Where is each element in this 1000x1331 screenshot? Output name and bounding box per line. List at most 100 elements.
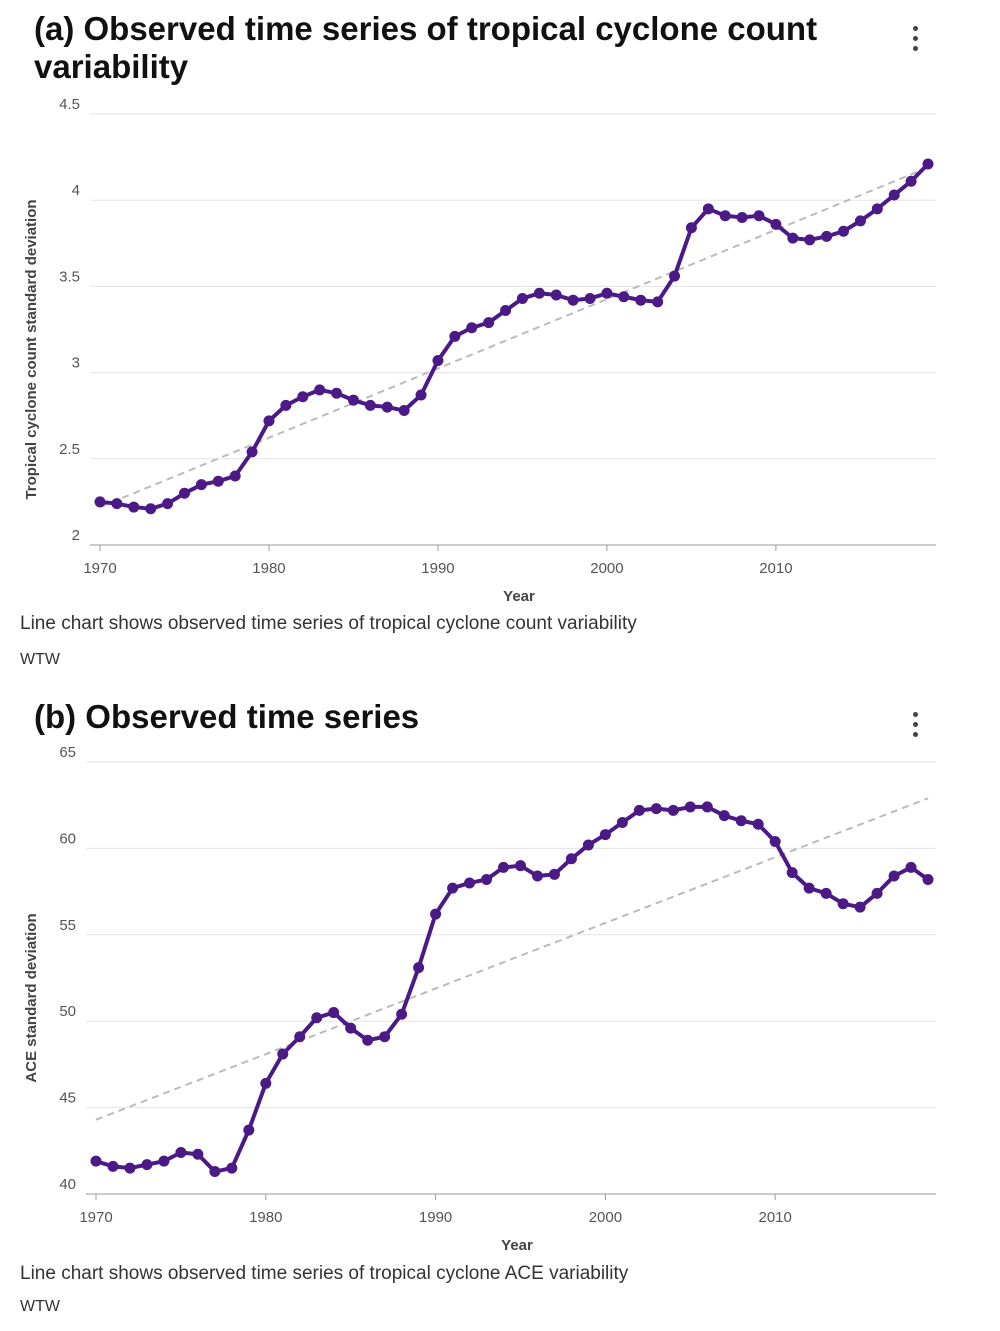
- chart-title: (b) Observed time series: [34, 698, 420, 735]
- data-point: [413, 962, 425, 974]
- data-point: [398, 405, 410, 417]
- data-point: [684, 801, 696, 813]
- chart-caption: Line chart shows observed time series of…: [20, 1263, 629, 1284]
- data-point: [260, 1077, 272, 1089]
- data-point: [652, 296, 664, 308]
- data-point: [192, 1148, 204, 1160]
- chart-panel-b: (b) Observed time series 40 45 50 55 60 65 197…: [0, 690, 1000, 1331]
- line-chart: 40 45 50 55 60 65 1970 1980 1990 2000 2010 Year ACE …: [23, 744, 936, 1254]
- chart-source: WTW: [20, 1298, 60, 1315]
- data-point: [837, 898, 849, 910]
- data-point: [297, 391, 309, 403]
- data-point: [753, 210, 765, 222]
- data-point: [500, 305, 512, 317]
- chart-title: (a) Observed time series of tropical cyc…: [34, 10, 818, 85]
- chart-panel-a: (a) Observed time series of tropical cyc…: [20, 10, 936, 668]
- data-point: [752, 818, 764, 830]
- data-point: [432, 355, 444, 367]
- data-point: [280, 399, 292, 411]
- data-point: [212, 475, 224, 487]
- data-point: [719, 210, 731, 222]
- y-tick-label: 2.5: [59, 441, 80, 458]
- data-point: [124, 1162, 136, 1174]
- x-tick-label: 1970: [83, 560, 116, 577]
- trend-line: [99, 166, 929, 508]
- data-point: [226, 1162, 238, 1174]
- x-axis-title: Year: [503, 588, 535, 605]
- data-point: [618, 291, 630, 303]
- y-tick-label: 55: [59, 917, 76, 934]
- data-point: [922, 158, 934, 170]
- data-point: [415, 389, 427, 401]
- y-tick-label: 4: [72, 182, 80, 199]
- data-point: [314, 384, 326, 396]
- data-point: [548, 868, 560, 880]
- y-tick-label: 60: [59, 830, 76, 847]
- x-tick-label: 2010: [758, 1209, 791, 1226]
- kebab-menu-icon: [912, 711, 918, 717]
- data-point: [905, 175, 917, 187]
- data-point: [567, 294, 579, 306]
- chart-source: WTW: [20, 651, 60, 668]
- data-point: [735, 815, 747, 827]
- data-point: [685, 222, 697, 234]
- x-axis-title: Year: [501, 1237, 533, 1254]
- data-point: [514, 860, 526, 872]
- data-point: [379, 1031, 391, 1043]
- data-point: [616, 816, 628, 828]
- data-point: [667, 804, 679, 816]
- data-point: [820, 887, 832, 899]
- y-tick-label: 40: [59, 1176, 76, 1193]
- data-point: [650, 803, 662, 815]
- y-axis-title: ACE standard deviation: [23, 913, 40, 1082]
- data-point: [381, 401, 393, 413]
- more-options-button[interactable]: [900, 704, 930, 744]
- data-point: [430, 908, 442, 920]
- data-point: [702, 203, 714, 215]
- more-options-button[interactable]: [900, 18, 930, 58]
- data-point: [209, 1166, 221, 1178]
- data-point: [601, 287, 613, 299]
- x-tick-label: 1980: [249, 1209, 282, 1226]
- x-tick-label: 1970: [79, 1209, 112, 1226]
- y-axis-title: Tropical cyclone count standard deviatio…: [23, 199, 40, 499]
- y-tick-label: 3.5: [59, 268, 80, 285]
- kebab-dot: [912, 731, 918, 737]
- data-point: [769, 835, 781, 847]
- data-point: [871, 887, 883, 899]
- data-point: [328, 1007, 340, 1019]
- x-tick-label: 1990: [421, 560, 454, 577]
- data-point: [854, 901, 866, 913]
- data-point: [362, 1034, 374, 1046]
- data-point: [464, 877, 476, 889]
- data-point: [871, 203, 883, 215]
- data-point: [90, 1155, 102, 1167]
- x-tick-label: 2000: [589, 1209, 622, 1226]
- series-line: [95, 804, 930, 1174]
- data-point: [158, 1155, 170, 1167]
- data-point: [582, 839, 594, 851]
- data-point: [821, 230, 833, 242]
- data-point: [311, 1012, 323, 1024]
- trend-line: [95, 797, 929, 1121]
- x-tick-label: 1980: [252, 560, 285, 577]
- data-point: [922, 874, 934, 886]
- data-point: [145, 503, 157, 515]
- data-point: [633, 804, 645, 816]
- data-point: [175, 1147, 187, 1159]
- data-point: [364, 399, 376, 411]
- data-point: [277, 1048, 289, 1060]
- data-point: [331, 387, 343, 399]
- data-point: [466, 322, 478, 334]
- data-point: [178, 487, 190, 499]
- y-tick-label: 4.5: [59, 96, 80, 113]
- kebab-dot: [912, 721, 918, 727]
- data-point: [128, 501, 140, 513]
- y-tick-label: 3: [72, 355, 80, 372]
- data-point: [905, 861, 917, 873]
- data-point: [263, 415, 275, 427]
- data-point: [531, 870, 543, 882]
- data-point: [396, 1008, 408, 1020]
- data-point: [195, 479, 207, 491]
- data-point: [584, 292, 596, 304]
